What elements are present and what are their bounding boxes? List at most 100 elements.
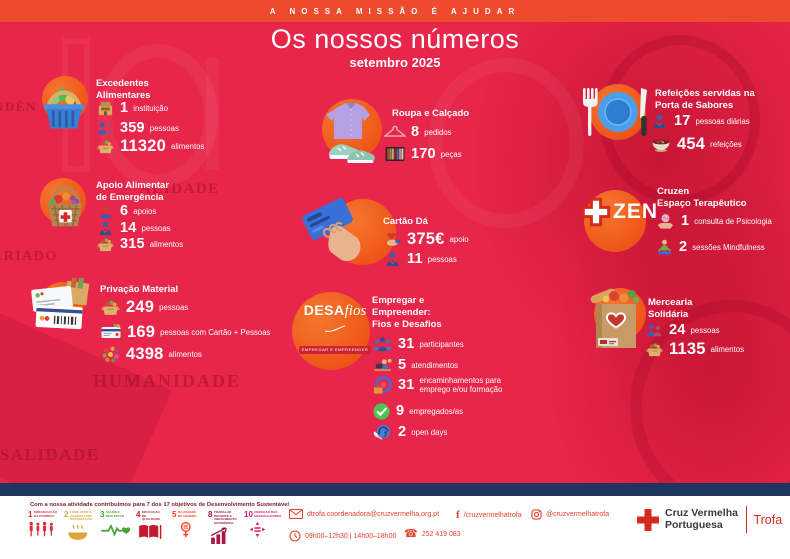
stat-value: 17 bbox=[674, 113, 691, 130]
stat-label: alimentos bbox=[170, 142, 205, 151]
section-title: Empregar e Empreender: Fios e Desafios bbox=[372, 295, 442, 330]
people-icon bbox=[645, 321, 664, 340]
stat-value: 31 bbox=[398, 336, 415, 353]
hanger-icon bbox=[384, 124, 406, 140]
stat-value: 6 bbox=[120, 203, 129, 220]
building-icon bbox=[96, 99, 115, 118]
headset-icon bbox=[372, 423, 393, 442]
section-title: Roupa e Calçado bbox=[392, 108, 470, 119]
org-name: Cruz Vermelha Portuguesa bbox=[665, 506, 738, 531]
instagram-contact: @cruzvermelhatrofa bbox=[531, 509, 609, 520]
stat-value: 5 bbox=[398, 357, 407, 374]
stat-label: apoio bbox=[449, 235, 469, 244]
header: Os nossos números setembro 2025 bbox=[0, 25, 790, 71]
sdg-goal-2: 2 Fome Zero e Agricultura Sustentável bbox=[64, 510, 93, 545]
stat-row: 169 pessoas com Cartão + Pessoas bbox=[100, 322, 270, 342]
section-title: Cruzen Espaço Terapêutico bbox=[657, 186, 747, 209]
stat-row: 1135 alimentos bbox=[645, 340, 744, 359]
navy-divider bbox=[0, 483, 790, 496]
page-subtitle: setembro 2025 bbox=[349, 55, 441, 71]
phone-icon: ☎ bbox=[404, 528, 418, 540]
bg-digit-shape bbox=[206, 58, 219, 170]
sdg-goal-1: 1 Erradicação da Pobreza bbox=[28, 510, 57, 545]
clothes-rack-icon bbox=[384, 144, 406, 164]
stat-label: sessões Mindfulness bbox=[692, 243, 765, 252]
stat-label: pessoas bbox=[159, 303, 189, 312]
sdg-goal-5: 5 Igualdade de Género bbox=[172, 510, 199, 545]
food-box-icon bbox=[645, 340, 664, 359]
stat-row: 1 consulta de Psicologia bbox=[655, 212, 772, 231]
stat-label: pessoas diárias bbox=[695, 117, 750, 126]
cruzen-logo: ZEN bbox=[581, 197, 658, 227]
footer: Com a nossa atividade contribuímos para … bbox=[0, 496, 790, 559]
watermark-text: ALIDADE bbox=[140, 181, 220, 197]
watermark-text: NDÊN bbox=[0, 99, 37, 114]
stat-value: 1 bbox=[120, 100, 129, 117]
stat-value: 375€ bbox=[407, 230, 445, 249]
stat-value: 8 bbox=[411, 123, 420, 140]
heart-hands-icon bbox=[96, 202, 115, 221]
sdg5-gender-icon bbox=[172, 521, 199, 539]
section-title: Cartão Dá bbox=[383, 216, 428, 227]
fruit-basket-icon bbox=[36, 176, 94, 234]
stat-label: pessoas bbox=[149, 124, 179, 133]
stat-value: 11 bbox=[407, 251, 423, 268]
stat-label: atendimentos bbox=[411, 361, 459, 370]
stat-row: 31 encaminhamentos para emprego e/ou for… bbox=[372, 375, 512, 396]
bg-letter-shape bbox=[428, 58, 584, 228]
stat-value: 1135 bbox=[669, 340, 706, 359]
stat-row: 4398 alimentos bbox=[100, 344, 202, 365]
flourish-swash bbox=[324, 325, 346, 332]
stat-row: 170 peças bbox=[384, 144, 462, 164]
stat-value: 169 bbox=[127, 322, 156, 341]
stat-row: 31 participantes bbox=[372, 335, 464, 354]
stat-value: 315 bbox=[120, 236, 145, 253]
stat-value: 24 bbox=[669, 322, 686, 339]
stat-value: 1 bbox=[681, 213, 690, 230]
basket-icon bbox=[36, 80, 92, 136]
food-box-icon bbox=[96, 235, 115, 254]
section-title: Refeições servidas na Porta de Sabores bbox=[655, 88, 755, 111]
stat-label: encaminhamentos para emprego e/ou formaç… bbox=[419, 375, 503, 394]
red-cross-icon bbox=[637, 508, 659, 531]
sdg-goal-4: 4 Educação de Qualidade bbox=[136, 510, 163, 545]
sdg-goal-3: 3 Saúde e Bem Estar bbox=[100, 510, 131, 545]
stat-row: 315 alimentos bbox=[96, 235, 183, 254]
aid-cards-icon bbox=[28, 278, 96, 336]
brain-hands-icon bbox=[655, 212, 676, 231]
mission-banner: A NOSSA MISSÃO É AJUDAR bbox=[0, 0, 790, 22]
stat-value: 249 bbox=[126, 298, 155, 317]
section-title: Privação Material bbox=[100, 284, 179, 295]
sdg-goal-10: 10 Redução das Desigualdades bbox=[244, 510, 281, 545]
stat-value: 9 bbox=[396, 403, 405, 420]
meditation-icon bbox=[655, 238, 674, 257]
facebook-icon: f bbox=[456, 509, 460, 521]
stat-row: 17 pessoas diárias bbox=[650, 112, 750, 131]
sdg2-bowl-icon bbox=[64, 524, 91, 542]
stat-label: alimentos bbox=[710, 345, 744, 354]
stat-row: 9 empregados/as bbox=[372, 402, 463, 421]
stat-label: pedidos bbox=[424, 127, 452, 137]
stat-label: participantes bbox=[419, 340, 464, 349]
person-icon bbox=[650, 112, 669, 131]
heart-hand-icon bbox=[383, 230, 402, 249]
stat-value: 359 bbox=[120, 120, 145, 137]
section-title: Mercearia Solidária bbox=[648, 297, 693, 320]
grocery-bag-icon bbox=[586, 286, 646, 352]
instagram-icon bbox=[531, 509, 542, 520]
stat-label: alimentos bbox=[149, 240, 184, 249]
sdg3-heartbeat-icon bbox=[100, 521, 131, 539]
watermark-text: ARIADO bbox=[0, 249, 58, 264]
sdg1-people-icon bbox=[28, 521, 55, 539]
stat-row: 2 sessões Mindfulness bbox=[655, 238, 765, 257]
stat-label: consulta de Psicologia bbox=[694, 217, 772, 226]
person-icon bbox=[96, 219, 115, 238]
envelope-icon bbox=[289, 509, 303, 519]
sdg8-growth-icon bbox=[208, 527, 235, 545]
stat-label: empregados/as bbox=[409, 407, 464, 416]
stat-row: 375€ apoio bbox=[383, 230, 469, 249]
card-hand-icon bbox=[300, 196, 372, 266]
stat-label: apoios bbox=[133, 207, 157, 216]
stat-value: 170 bbox=[411, 145, 436, 162]
